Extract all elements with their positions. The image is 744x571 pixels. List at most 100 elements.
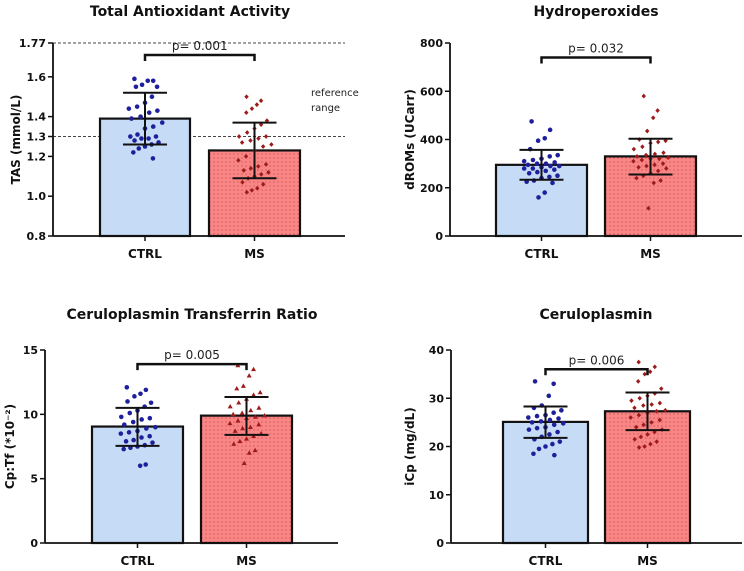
panel-2: Hydroperoxides dROMs (UCarr) 0 200 400 600 800… <box>403 4 742 261</box>
data-point <box>663 138 668 144</box>
data-point <box>535 138 541 144</box>
data-point <box>637 395 642 401</box>
y-tick-label: 20 <box>429 441 445 454</box>
data-point <box>546 393 552 399</box>
p-value-label: p= 0.032 <box>568 41 624 55</box>
p-value-label: p= 0.006 <box>569 353 625 367</box>
data-point <box>252 414 258 419</box>
data-point <box>244 189 250 195</box>
data-point <box>636 359 641 365</box>
data-point <box>550 180 555 186</box>
data-point <box>529 420 535 425</box>
data-point <box>542 135 548 141</box>
significance-bracket <box>136 362 248 371</box>
y-tick-label: 1.0 <box>27 190 47 203</box>
significance-bracket <box>540 56 652 64</box>
data-point <box>256 405 262 410</box>
data-point <box>551 381 556 387</box>
data-point <box>125 399 130 404</box>
data-point <box>231 441 237 446</box>
data-point <box>652 162 657 168</box>
data-point <box>651 115 656 121</box>
data-point <box>154 84 160 90</box>
data-point <box>227 420 233 426</box>
data-point <box>644 163 649 169</box>
data-point <box>641 173 646 179</box>
data-point <box>260 144 266 149</box>
data-point <box>529 119 534 124</box>
y-tick-label: 15 <box>23 344 38 357</box>
data-point <box>118 431 124 436</box>
data-point <box>246 373 252 378</box>
x-tick-label: CTRL <box>529 554 563 567</box>
data-point <box>552 167 557 172</box>
data-point <box>153 424 158 430</box>
data-point <box>257 389 263 395</box>
data-point <box>657 156 662 162</box>
y-tick-label: 200 <box>420 182 443 195</box>
data-point <box>244 110 249 116</box>
data-point <box>526 170 532 176</box>
data-point <box>645 432 650 437</box>
data-point <box>254 102 260 108</box>
reference-range-label: reference <box>311 88 359 99</box>
reference-range-label: range <box>311 103 340 114</box>
data-point <box>129 116 134 121</box>
data-point <box>236 157 241 163</box>
data-point <box>249 106 255 112</box>
data-point <box>131 150 136 155</box>
data-point <box>144 426 149 431</box>
data-point <box>642 444 647 449</box>
data-point <box>655 108 660 113</box>
data-point <box>146 136 151 141</box>
data-point <box>241 167 246 173</box>
data-point <box>652 364 657 370</box>
data-point <box>538 419 544 424</box>
p-value-label: p= 0.001 <box>172 39 228 53</box>
data-point <box>138 114 143 119</box>
data-point <box>121 446 126 452</box>
data-point <box>263 134 269 139</box>
data-point <box>632 405 637 411</box>
data-point <box>232 428 238 433</box>
data-point <box>631 146 637 152</box>
data-point <box>543 161 549 166</box>
data-point <box>255 185 260 191</box>
data-point <box>547 174 552 180</box>
data-point <box>649 402 654 407</box>
data-point <box>135 132 140 137</box>
data-point <box>134 104 140 109</box>
bar-ctrl <box>501 420 590 545</box>
data-point <box>548 163 553 169</box>
data-point <box>256 163 261 169</box>
data-point <box>147 433 152 439</box>
data-point <box>244 130 250 135</box>
data-point <box>655 139 661 145</box>
data-point <box>547 417 553 423</box>
data-point <box>126 106 132 111</box>
data-point <box>239 410 245 415</box>
chart-title: Hydroperoxides <box>533 4 658 20</box>
data-point <box>559 408 564 413</box>
data-point <box>663 407 668 413</box>
y-tick-label: 10 <box>23 408 39 421</box>
data-point <box>557 439 563 444</box>
data-point <box>636 164 641 170</box>
data-point <box>269 142 274 147</box>
data-point <box>635 378 641 384</box>
data-point <box>252 447 258 453</box>
data-point <box>126 430 132 435</box>
data-point <box>629 398 634 404</box>
data-point <box>132 76 137 82</box>
data-point <box>256 422 262 427</box>
data-point <box>660 161 666 167</box>
data-point <box>534 161 540 166</box>
y-tick-label: 1.6 <box>27 71 47 84</box>
data-point <box>552 160 557 165</box>
data-point <box>150 124 156 129</box>
y-tick-label: 40 <box>429 344 445 357</box>
data-point <box>234 386 240 391</box>
data-point <box>636 445 642 450</box>
data-point <box>150 440 155 445</box>
data-point <box>526 415 531 420</box>
